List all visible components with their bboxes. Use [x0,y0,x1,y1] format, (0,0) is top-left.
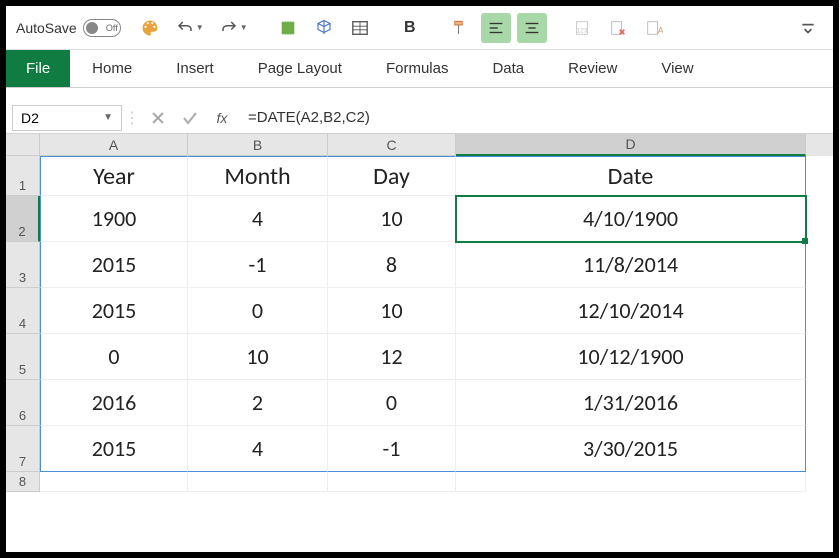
cell[interactable]: Day [328,156,456,196]
customize-qat-button[interactable] [793,13,823,43]
cell[interactable]: 10 [188,334,328,380]
table-row: 2 1900 4 10 4/10/1900 [6,196,833,242]
tab-view[interactable]: View [639,50,715,87]
cell[interactable]: -1 [328,426,456,472]
align-left-button[interactable] [481,13,511,43]
quick-access-toolbar: AutoSave Off ▼ ▼ B [6,6,833,50]
column-header-c[interactable]: C [328,134,456,156]
row-header-5[interactable]: 5 [6,334,40,380]
cell[interactable]: Date [456,156,806,196]
row-header-7[interactable]: 7 [6,426,40,472]
paste-values-icon[interactable]: 123 [567,13,597,43]
tab-insert[interactable]: Insert [154,50,236,87]
cell[interactable] [188,472,328,492]
bold-button[interactable]: B [395,13,425,43]
table-row: 5 0 10 12 10/12/1900 [6,334,833,380]
table-row: 6 2016 2 0 1/31/2016 [6,380,833,426]
undo-button[interactable]: ▼ [171,13,209,43]
row-header-8[interactable]: 8 [6,472,40,492]
autosave-switch[interactable]: Off [83,19,121,37]
cell[interactable]: 8 [328,242,456,288]
cell[interactable]: 0 [40,334,188,380]
row-header-3[interactable]: 3 [6,242,40,288]
autosave-label: AutoSave [16,20,77,36]
cell-selected[interactable]: 4/10/1900 [456,196,806,242]
tab-review[interactable]: Review [546,50,639,87]
row-header-1[interactable]: 1 [6,156,40,196]
svg-text:A: A [657,25,662,35]
autosave-state: Off [106,23,118,33]
enter-formula-button[interactable] [174,105,206,131]
spreadsheet-grid: A B C D 1 Year Month Day Date 2 1900 4 1… [6,134,833,492]
formula-bar: D2 ▼ ⋮ fx =DATE(A2,B2,C2) [6,102,833,134]
name-box-value: D2 [21,110,39,126]
column-header-d[interactable]: D [456,134,806,156]
chevron-down-icon[interactable]: ▼ [103,112,113,123]
cell[interactable]: 0 [188,288,328,334]
cell[interactable]: 10 [328,196,456,242]
table-row: 7 2015 4 -1 3/30/2015 [6,426,833,472]
tab-home[interactable]: Home [70,50,154,87]
separator: ⋮ [122,108,142,128]
tab-file[interactable]: File [6,50,70,87]
autosave-toggle[interactable]: AutoSave Off [16,19,121,37]
table-row: 1 Year Month Day Date [6,156,833,196]
column-header-b[interactable]: B [188,134,328,156]
ribbon-tabs: File Home Insert Page Layout Formulas Da… [6,50,833,88]
theme-colors-icon[interactable] [135,13,165,43]
cell[interactable]: 2016 [40,380,188,426]
cell[interactable] [456,472,806,492]
cell[interactable]: 10 [328,288,456,334]
format-painter-icon[interactable] [445,13,475,43]
cell[interactable]: 12 [328,334,456,380]
delete-sheet-icon[interactable] [603,13,633,43]
grid-rows: 1 Year Month Day Date 2 1900 4 10 4/10/1… [6,156,833,492]
chevron-down-icon: ▼ [196,23,204,32]
select-all-corner[interactable] [6,134,40,156]
row-header-6[interactable]: 6 [6,380,40,426]
column-header-a[interactable]: A [40,134,188,156]
insert-function-button[interactable]: fx [206,105,238,131]
cell[interactable]: 0 [328,380,456,426]
column-headers: A B C D [6,134,833,156]
table-row: 8 [6,472,833,492]
svg-text:123: 123 [576,27,587,34]
cell[interactable]: 2 [188,380,328,426]
cell[interactable]: 2015 [40,242,188,288]
tab-data[interactable]: Data [470,50,546,87]
cell[interactable]: 1900 [40,196,188,242]
row-header-4[interactable]: 4 [6,288,40,334]
cell[interactable]: 11/8/2014 [456,242,806,288]
cell[interactable]: 2015 [40,426,188,472]
formula-input[interactable]: =DATE(A2,B2,C2) [238,109,833,126]
3d-model-icon[interactable] [309,13,339,43]
cancel-formula-button[interactable] [142,105,174,131]
cell[interactable]: 3/30/2015 [456,426,806,472]
table-row: 4 2015 0 10 12/10/2014 [6,288,833,334]
cell[interactable]: 2015 [40,288,188,334]
cell[interactable] [328,472,456,492]
tab-formulas[interactable]: Formulas [364,50,471,87]
cell[interactable] [40,472,188,492]
cell[interactable]: -1 [188,242,328,288]
table-icon[interactable] [345,13,375,43]
cell[interactable]: Month [188,156,328,196]
align-center-button[interactable] [517,13,547,43]
cell[interactable]: 1/31/2016 [456,380,806,426]
fill-color-button[interactable] [273,13,303,43]
chevron-down-icon: ▼ [240,23,248,32]
tab-page-layout[interactable]: Page Layout [236,50,364,87]
cell[interactable]: Year [40,156,188,196]
spelling-icon[interactable]: A [639,13,669,43]
row-header-2[interactable]: 2 [6,196,40,242]
cell[interactable]: 4 [188,196,328,242]
excel-window: AutoSave Off ▼ ▼ B [6,6,833,552]
name-box[interactable]: D2 ▼ [12,105,122,131]
cell[interactable]: 12/10/2014 [456,288,806,334]
cell[interactable]: 10/12/1900 [456,334,806,380]
redo-button[interactable]: ▼ [215,13,253,43]
cell[interactable]: 4 [188,426,328,472]
table-row: 3 2015 -1 8 11/8/2014 [6,242,833,288]
